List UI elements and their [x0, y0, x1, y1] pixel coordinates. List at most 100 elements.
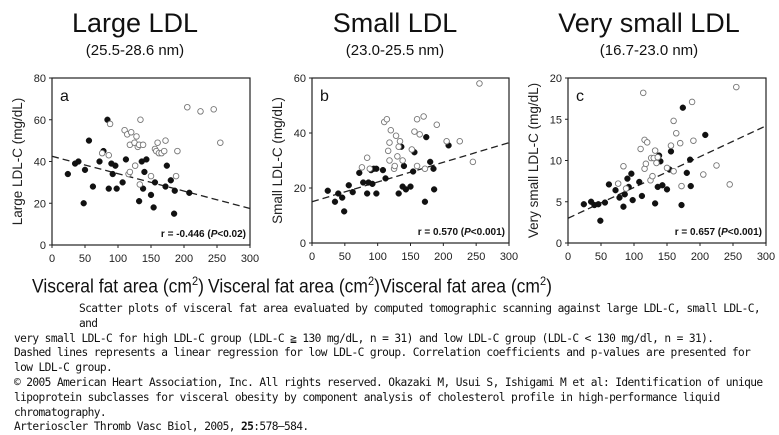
annotation-suffix: <0.001) — [728, 227, 762, 238]
panel-b-point-high-ldl — [408, 146, 416, 153]
panel-b-point-high-ldl — [384, 147, 392, 155]
panel-b-subtitle: (23.0-25.5 nm) — [345, 42, 445, 59]
panel-a-point-high-ldl — [136, 181, 144, 188]
panel-a-point-low-ldl — [112, 162, 119, 169]
panel-a-point-high-ldl — [184, 103, 191, 111]
panel-b-point-high-ldl — [395, 143, 402, 150]
panel-c-point-low-ldl — [629, 196, 636, 204]
xlabel-sup: 2 — [191, 274, 199, 288]
panel-b-point-high-ldl — [383, 115, 391, 123]
annotation-prefix: r = 0.570 ( — [418, 227, 465, 238]
panel-b-correlation-annotation: r = 0.570 (P<0.001) — [418, 227, 505, 238]
panel-a-point-low-ldl — [89, 183, 97, 190]
panel-a-title: Large LDL — [71, 8, 199, 38]
panel-a-point-high-ldl — [210, 106, 217, 113]
panel-a-point-low-ldl — [147, 191, 155, 199]
panel-b-point-low-ldl — [364, 190, 371, 197]
panel-b-y-tick-label: 40 — [294, 128, 306, 140]
panel-a-point-high-ldl — [160, 147, 168, 155]
panel-c-point-low-ldl — [580, 201, 587, 208]
panel-b-plot-frame — [311, 77, 510, 244]
panel-b-point-low-ldl — [324, 187, 331, 194]
panel-a-point-low-ldl — [171, 187, 178, 194]
panel-a-point-low-ldl — [80, 200, 87, 207]
panel-a-point-low-ldl — [96, 158, 103, 165]
panel-c-point-low-ldl — [595, 201, 602, 208]
panel-b-point-low-ldl — [356, 169, 363, 177]
panel-a-point-high-ldl — [147, 172, 155, 180]
panel-a-point-high-ldl — [127, 129, 135, 136]
panel-c-y-axis-label: Very small LDL-C (mg/dL) — [526, 83, 541, 238]
panel-a-point-low-ldl — [109, 170, 116, 178]
annotation-prefix: r = 0.657 ( — [675, 227, 722, 238]
panel-b-point-low-ldl — [430, 165, 437, 172]
annotation-p-symbol: P — [721, 227, 728, 238]
caption-line-2: very small LDL-C for high LDL-C group (L… — [14, 331, 714, 345]
caption-citation: Arterioscler Thromb Vasc Biol, 2005, 25:… — [14, 420, 774, 435]
panel-c-point-high-ldl — [643, 139, 651, 146]
panel-c-point-high-ldl — [642, 160, 650, 168]
panel-c-point-high-ldl — [651, 147, 659, 154]
panel-b-title: Small LDL — [332, 8, 458, 38]
panel-a-regression-line — [51, 155, 251, 210]
panel-c-point-high-ldl — [614, 180, 622, 187]
panel-c-point-low-ldl — [683, 169, 690, 177]
panel-b-point-high-ldl — [391, 162, 398, 170]
xlabel-text: Visceral fat area (cm — [208, 276, 368, 298]
panel-b-point-low-ldl — [339, 194, 346, 201]
panel-a-point-high-ldl — [154, 139, 161, 146]
panel-b-point-high-ldl — [433, 121, 441, 128]
panel-c-point-high-ldl — [639, 89, 647, 97]
panel-c-point-high-ldl — [713, 162, 720, 169]
panel-a-point-high-ldl — [217, 139, 224, 146]
panel-b-y-tick-label: 20 — [294, 183, 306, 195]
panel-c-point-low-ldl — [605, 181, 613, 188]
panel-c-point-high-ldl — [676, 139, 684, 147]
panel-b-point-low-ldl — [402, 186, 410, 193]
panel-b-point-low-ldl — [427, 158, 434, 166]
citation-journal: Arterioscler Thromb Vasc Biol, 2005, — [14, 420, 242, 434]
panel-b-point-low-ldl — [360, 179, 367, 186]
panel-c-correlation-annotation: r = 0.657 (P<0.001) — [675, 227, 762, 238]
citation-pages: :578–584. — [253, 420, 309, 434]
panel-a-point-low-ldl — [163, 162, 170, 169]
panel-b-point-low-ldl — [335, 190, 342, 197]
panel-c-point-low-ldl — [638, 192, 646, 200]
panel-c-point-high-ldl — [667, 142, 675, 149]
panel-b-x-tick-label: 50 — [339, 251, 351, 263]
panel-b-point-high-ldl — [413, 115, 421, 123]
panel-a-point-high-ldl — [137, 116, 144, 123]
panel-a-subtitle: (25.5-28.6 nm) — [85, 42, 185, 59]
panel-a-point-low-ldl — [139, 185, 147, 192]
panel-b-point-high-ldl — [476, 80, 483, 87]
panel-c-point-high-ldl — [700, 171, 707, 178]
panel-a-point-low-ldl — [113, 185, 120, 192]
panel-c-point-low-ldl — [686, 156, 694, 163]
xlabel-text: Visceral fat area (cm — [32, 276, 192, 298]
panel-c-point-high-ldl — [726, 181, 733, 188]
panel-c-point-high-ldl — [688, 98, 696, 106]
panel-a-point-low-ldl — [141, 168, 148, 176]
panel-b-x-tick-label: 150 — [401, 251, 419, 263]
panel-c-point-low-ldl — [687, 182, 694, 190]
panel-b-point-high-ldl — [469, 158, 477, 166]
panel-c-point-high-ldl — [637, 145, 644, 153]
panel-b-point-low-ldl — [373, 190, 380, 197]
panel-a-panel-letter: a — [60, 88, 69, 105]
panel-b-point-low-ldl — [395, 190, 402, 197]
panel-c-y-tick-label: 5 — [556, 197, 562, 209]
panel-a-point-low-ldl — [75, 158, 82, 165]
panel-b-y-axis-label: Small LDL-C (mg/dL) — [270, 97, 285, 224]
panel-b-point-high-ldl — [358, 164, 366, 171]
panel-c-x-tick-label: 0 — [565, 251, 571, 263]
panel-b-y-tick-label: 0 — [300, 238, 306, 250]
panel-b-point-high-ldl — [387, 126, 395, 134]
panel-a-point-low-ldl — [135, 198, 143, 205]
xlabel-sup: 2 — [367, 274, 375, 288]
panel-c-point-high-ldl — [670, 167, 677, 175]
panel-c-panel-letter: c — [576, 88, 584, 105]
panel-a-point-low-ldl — [122, 156, 130, 163]
panel-c-x-tick-label: 300 — [757, 251, 775, 263]
panel-b-point-low-ldl — [400, 162, 408, 170]
